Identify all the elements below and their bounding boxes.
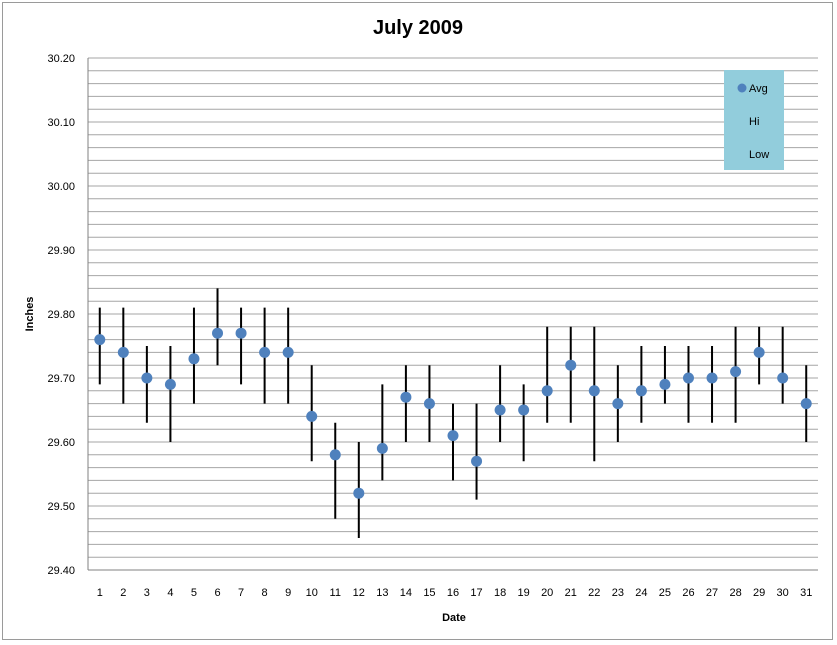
- x-tick-label: 10: [306, 587, 318, 599]
- avg-point: [706, 372, 718, 384]
- avg-point: [141, 372, 153, 384]
- x-tick-label: 31: [800, 587, 812, 599]
- legend-box: [724, 70, 784, 170]
- avg-point: [353, 487, 365, 499]
- x-tick-label: 23: [612, 587, 624, 599]
- avg-point: [235, 327, 247, 339]
- legend: Avg Hi Low: [724, 70, 784, 170]
- y-tick-label: 30.00: [47, 181, 75, 193]
- avg-point: [117, 346, 129, 358]
- avg-point: [259, 346, 271, 358]
- avg-point: [777, 372, 789, 384]
- x-tick-label: 13: [376, 587, 388, 599]
- x-tick-label: 4: [167, 587, 173, 599]
- avg-point: [447, 430, 459, 442]
- grid: [87, 57, 818, 571]
- x-tick-label: 27: [706, 587, 718, 599]
- avg-point: [612, 398, 624, 410]
- x-tick-label: 18: [494, 587, 506, 599]
- y-tick-label: 29.40: [47, 565, 75, 577]
- x-axis-label: Date: [442, 612, 466, 624]
- avg-point: [376, 442, 388, 454]
- y-tick-label: 29.90: [47, 245, 75, 257]
- x-tick-label: 1: [97, 587, 103, 599]
- x-tick-labels: 1 2 3 4 5 6 7 8 9 10 11 12 13 14 15 16 17 18 19 20 21 22 23 24 2…: [97, 587, 813, 599]
- avg-point: [518, 404, 530, 416]
- legend-entry-hi: Hi: [749, 116, 759, 128]
- x-tick-label: 3: [144, 587, 150, 599]
- y-tick-label: 29.60: [47, 437, 75, 449]
- avg-point: [306, 410, 318, 422]
- avg-point: [423, 398, 435, 410]
- avg-point: [212, 327, 224, 339]
- avg-point: [682, 372, 694, 384]
- y-tick-label: 29.70: [47, 373, 75, 385]
- x-tick-label: 28: [729, 587, 741, 599]
- x-tick-label: 21: [565, 587, 577, 599]
- legend-entry-avg: Avg: [749, 83, 768, 95]
- x-tick-label: 12: [353, 587, 365, 599]
- x-tick-label: 17: [470, 587, 482, 599]
- avg-point: [753, 346, 765, 358]
- hi-low-range-lines: [98, 288, 808, 538]
- x-tick-label: 15: [423, 587, 435, 599]
- x-tick-label: 6: [214, 587, 220, 599]
- avg-point: [588, 385, 600, 397]
- x-tick-label: 2: [120, 587, 126, 599]
- y-tick-labels: 29.40 29.50 29.60 29.70 29.80 29.90 30.00 30.10…: [47, 53, 75, 577]
- x-tick-label: 11: [330, 587, 341, 599]
- x-tick-label: 30: [777, 587, 789, 599]
- legend-entry-low: Low: [749, 149, 769, 161]
- x-tick-label: 26: [682, 587, 694, 599]
- x-tick-label: 24: [635, 587, 647, 599]
- x-tick-label: 19: [518, 587, 530, 599]
- avg-point: [659, 378, 671, 390]
- avg-point: [541, 385, 553, 397]
- x-tick-label: 5: [191, 587, 197, 599]
- avg-point: [635, 385, 647, 397]
- avg-point: [164, 378, 176, 390]
- x-tick-label: 20: [541, 587, 553, 599]
- y-tick-label: 30.20: [47, 53, 75, 65]
- avg-points: [94, 327, 812, 499]
- avg-point: [800, 398, 812, 410]
- avg-point: [94, 334, 106, 346]
- x-tick-label: 8: [262, 587, 268, 599]
- x-tick-label: 7: [238, 587, 244, 599]
- x-tick-label: 14: [400, 587, 412, 599]
- avg-point: [400, 391, 412, 403]
- x-tick-label: 25: [659, 587, 671, 599]
- legend-avg-marker: [737, 83, 747, 93]
- avg-point: [329, 449, 341, 461]
- x-tick-label: 9: [285, 587, 291, 599]
- chart-title: July 2009: [373, 17, 463, 39]
- avg-point: [565, 359, 577, 371]
- y-tick-label: 29.80: [47, 309, 75, 321]
- y-tick-label: 29.50: [47, 501, 75, 513]
- y-axis-label: Inches: [24, 297, 36, 332]
- x-tick-label: 29: [753, 587, 765, 599]
- avg-point: [494, 404, 506, 416]
- avg-point: [282, 346, 294, 358]
- avg-point: [730, 366, 742, 378]
- avg-point: [471, 455, 483, 467]
- avg-point: [188, 353, 200, 365]
- x-tick-label: 16: [447, 587, 459, 599]
- x-tick-label: 22: [588, 587, 600, 599]
- y-tick-label: 30.10: [47, 117, 75, 129]
